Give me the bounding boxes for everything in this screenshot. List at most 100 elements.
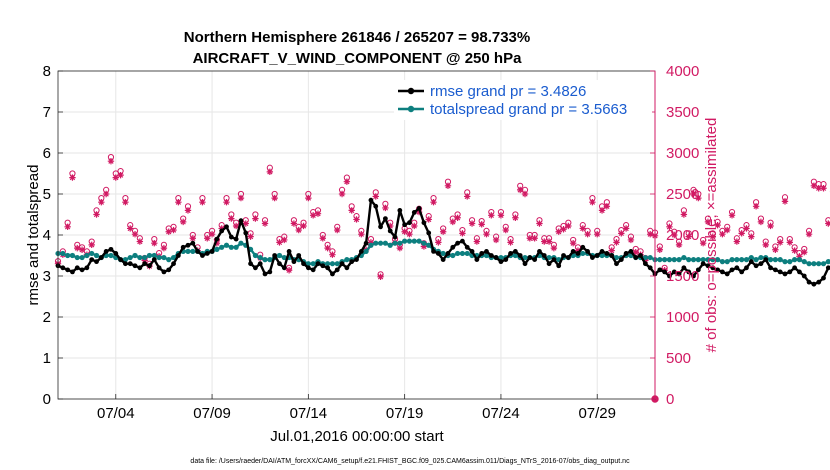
rmse-point <box>590 255 595 260</box>
footer-data-file: data file: /Users/raeder/DAI/ATM_forcXX/… <box>190 458 630 465</box>
y-tick-label: 0 <box>43 391 51 408</box>
rmse-point <box>455 240 461 246</box>
obs-assimilated-point <box>151 240 158 247</box>
obs-assimilated-point <box>131 230 139 238</box>
obs-assimilated-point <box>444 182 452 189</box>
rmse-point <box>74 265 80 271</box>
totalspread-point <box>498 254 504 261</box>
right-tick-label: 0 <box>666 391 674 408</box>
totalspread-point <box>166 257 172 263</box>
totalspread-point <box>305 261 311 267</box>
rmse-point <box>618 257 624 262</box>
obs-assimilated-point <box>88 241 95 249</box>
rmse-point <box>123 261 128 267</box>
right-tick-label: 3000 <box>666 145 699 162</box>
rmse-point <box>431 249 436 254</box>
obs-assimilated-point <box>704 218 712 226</box>
obs-assimilated-point <box>98 199 105 206</box>
rmse-point <box>469 249 475 254</box>
rmse-point <box>185 242 191 248</box>
rmse-point <box>825 265 830 271</box>
obs-assimilated-point <box>449 218 456 226</box>
totalspread-point <box>816 261 822 267</box>
rmse-point <box>772 267 778 273</box>
totalspread-point <box>719 259 726 265</box>
obs-assimilated-point <box>213 240 221 247</box>
obs-assimilated-point <box>699 240 707 247</box>
obs-assimilated-point <box>285 267 293 274</box>
legend-rmse-label: rmse grand pr = 3.4826 <box>430 83 586 100</box>
totalspread-point <box>700 257 706 263</box>
rmse-point <box>257 261 263 267</box>
totalspread-point <box>214 246 220 252</box>
totalspread-point <box>455 250 461 257</box>
legend-rmse-marker <box>407 87 415 95</box>
totalspread-point <box>79 254 85 261</box>
rmse-point <box>821 275 826 281</box>
totalspread-point <box>142 254 148 261</box>
obs-assimilated-point <box>377 273 384 281</box>
rmse-point <box>724 271 730 277</box>
rmse-point <box>272 253 278 258</box>
obs-assimilated-point <box>671 231 678 239</box>
obs-assimilated-point <box>314 210 322 217</box>
rmse-point <box>435 251 441 256</box>
obs-assimilated-point <box>401 228 408 235</box>
totalspread-point <box>137 254 143 261</box>
rmse-point <box>175 253 181 258</box>
obs-assimilated-point <box>497 212 505 219</box>
rmse-point <box>171 261 176 267</box>
y-tick-label: 2 <box>43 309 51 326</box>
totalspread-point <box>613 254 620 261</box>
rmse-point <box>580 244 586 250</box>
obs-assimilated-point <box>767 222 774 230</box>
right-y-axis-label: # of obs: o=possible; ×=assimilated <box>703 118 720 353</box>
rmse-point <box>219 228 225 234</box>
totalspread-point <box>758 254 764 261</box>
totalspread-point <box>767 257 774 263</box>
rmse-point <box>373 203 379 209</box>
totalspread-point <box>777 257 783 263</box>
obs-assimilated-point <box>483 230 490 238</box>
obs-assimilated-point <box>406 230 413 238</box>
obs-assimilated-point <box>796 253 803 260</box>
totalspread-point <box>185 248 191 254</box>
rmse-point <box>180 244 186 250</box>
rmse-point <box>748 259 754 265</box>
obs-assimilated-point <box>252 215 259 222</box>
rmse-point <box>426 230 432 236</box>
obs-assimilated-point <box>488 212 495 219</box>
obs-assimilated-point <box>502 226 509 234</box>
obs-assimilated-point <box>531 235 538 242</box>
totalspread-point <box>252 252 258 259</box>
rmse-point <box>604 251 610 256</box>
obs-count-series <box>54 154 830 403</box>
obs-assimilated-point <box>300 222 307 230</box>
obs-assimilated-point <box>579 225 586 232</box>
x-axis-label: Jul.01,2016 00:00:00 start <box>270 428 444 445</box>
rmse-point <box>358 249 364 254</box>
totalspread-point <box>681 254 687 261</box>
obs-assimilated-point <box>136 238 144 245</box>
obs-assimilated-point <box>372 193 379 200</box>
totalspread-point <box>724 259 730 265</box>
rmse-point <box>484 249 489 254</box>
obs-assimilated-point <box>170 226 177 234</box>
rmse-point <box>147 263 152 269</box>
rmse-point <box>667 273 672 279</box>
rmse-point <box>763 257 769 262</box>
rmse-point <box>214 236 220 242</box>
rmse-point <box>744 265 749 271</box>
chart-title-line1: Northern Hemisphere 261846 / 265207 = 98… <box>184 29 530 46</box>
obs-assimilated-point <box>724 226 731 234</box>
rmse-point <box>286 249 292 254</box>
rmse-point <box>474 257 480 262</box>
rmse-point <box>517 253 523 258</box>
rmse-point <box>132 263 138 269</box>
x-tick-label: 07/24 <box>482 405 520 422</box>
totalspread-point <box>580 250 586 257</box>
obs-assimilated-point <box>184 207 192 214</box>
obs-assimilated-point <box>574 247 582 254</box>
rmse-point <box>806 279 812 285</box>
